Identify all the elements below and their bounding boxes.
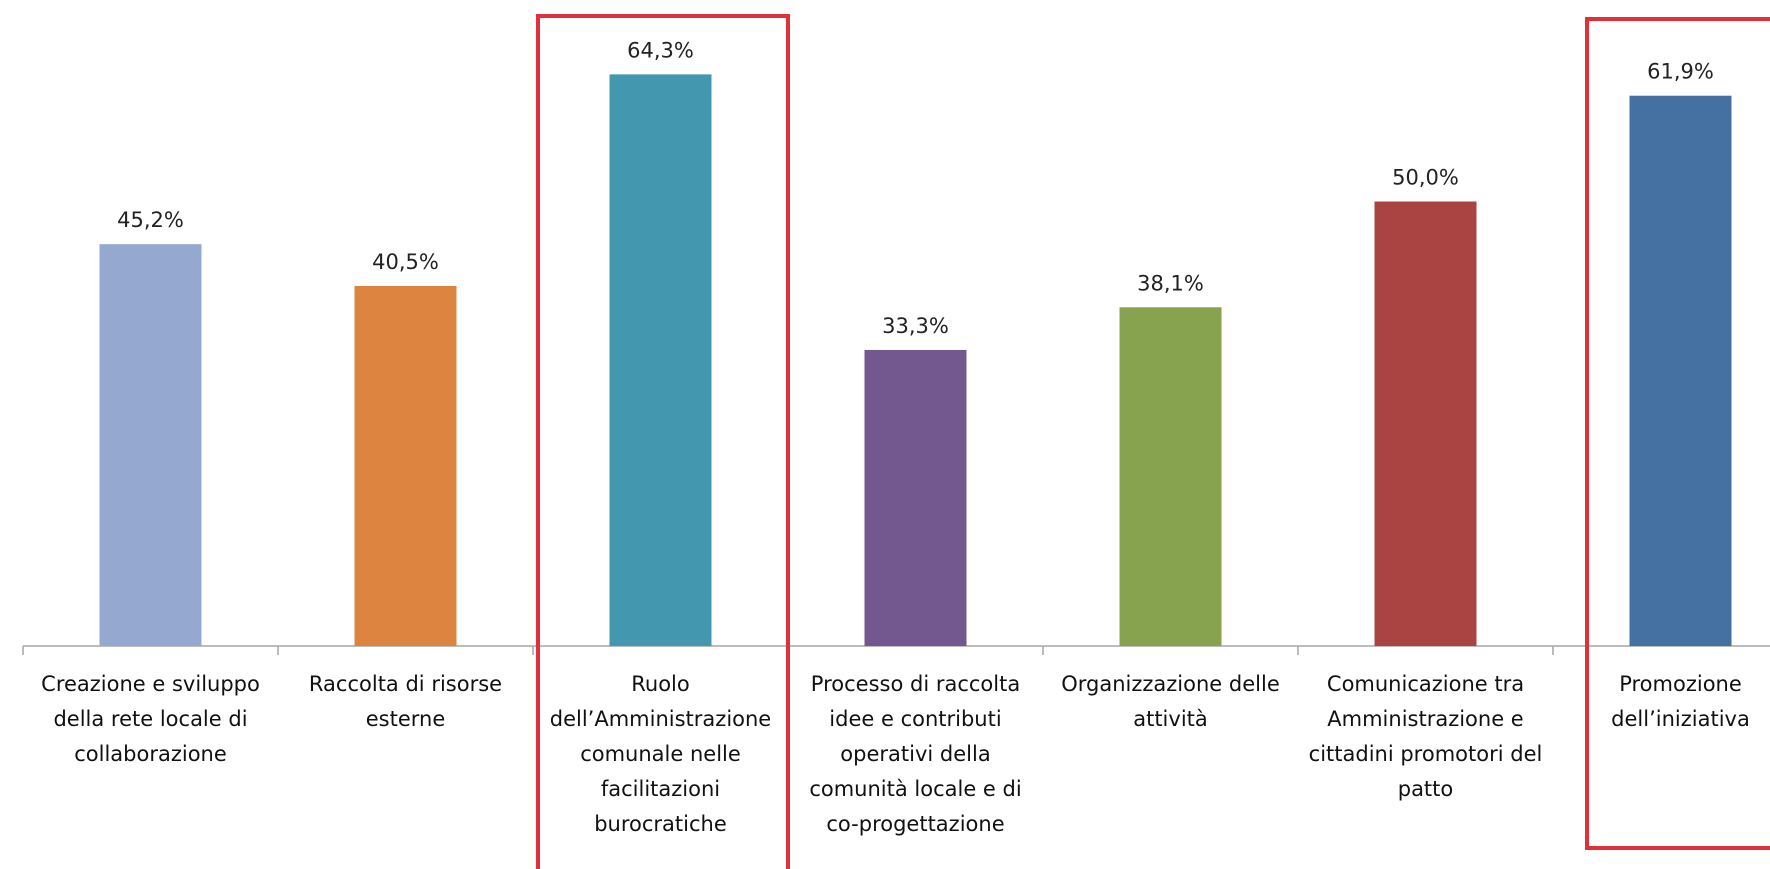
bar xyxy=(354,285,457,646)
data-label: 64,3% xyxy=(627,38,694,62)
data-label: 61,9% xyxy=(1647,60,1714,84)
x-tick-label: Processo di raccolta idee e contributi o… xyxy=(809,672,1022,836)
x-tick-label: Organizzazione delle attività xyxy=(1061,672,1280,731)
data-label: 45,2% xyxy=(117,208,184,232)
x-tick-label: Creazione e sviluppo della rete locale d… xyxy=(41,672,260,766)
x-tick-label: Raccolta di risorse esterne xyxy=(308,672,503,731)
bar xyxy=(864,349,967,646)
data-label: 50,0% xyxy=(1392,166,1459,190)
x-tick-label: Ruolo dell’Amministrazione comunale nell… xyxy=(549,672,772,836)
data-label: 40,5% xyxy=(372,250,439,274)
x-tick-label: Comunicazione tra Amministrazione e citt… xyxy=(1308,672,1543,801)
bar xyxy=(1119,307,1222,646)
data-label: 33,3% xyxy=(882,314,949,338)
data-label: 38,1% xyxy=(1137,271,1204,295)
bar xyxy=(1374,201,1477,646)
bar xyxy=(99,244,202,646)
bar xyxy=(1629,95,1732,647)
bar xyxy=(609,74,712,647)
x-tick-label: Promozione dell’iniziativa xyxy=(1611,672,1750,731)
